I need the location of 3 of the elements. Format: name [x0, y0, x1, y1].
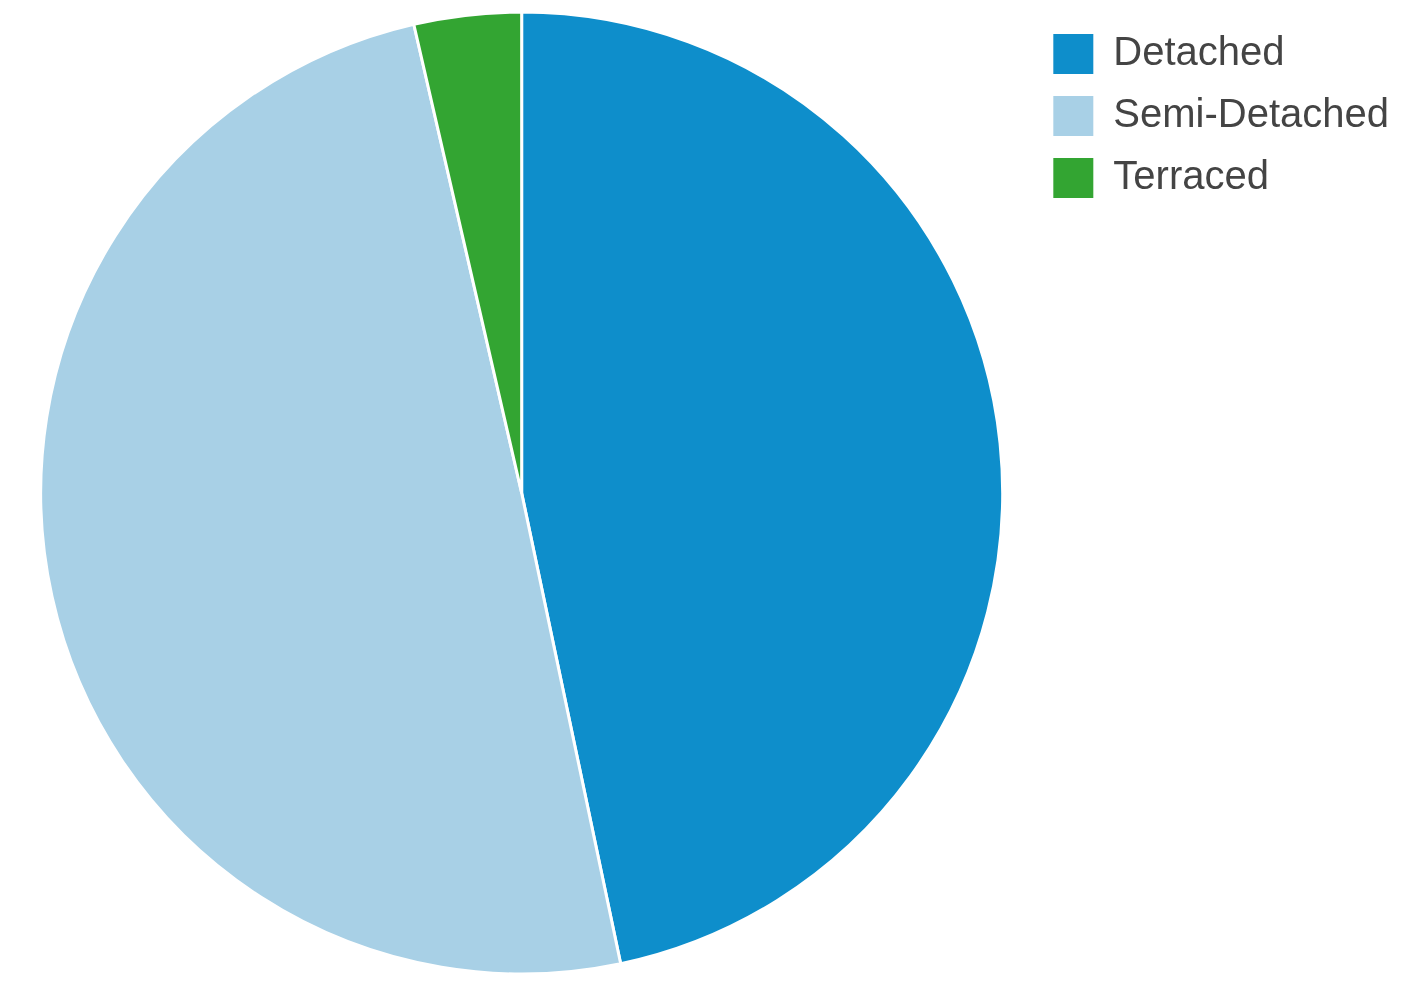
- legend-label: Detached: [1113, 29, 1285, 74]
- legend-label: Semi-Detached: [1113, 91, 1389, 136]
- legend-label: Terraced: [1113, 153, 1269, 198]
